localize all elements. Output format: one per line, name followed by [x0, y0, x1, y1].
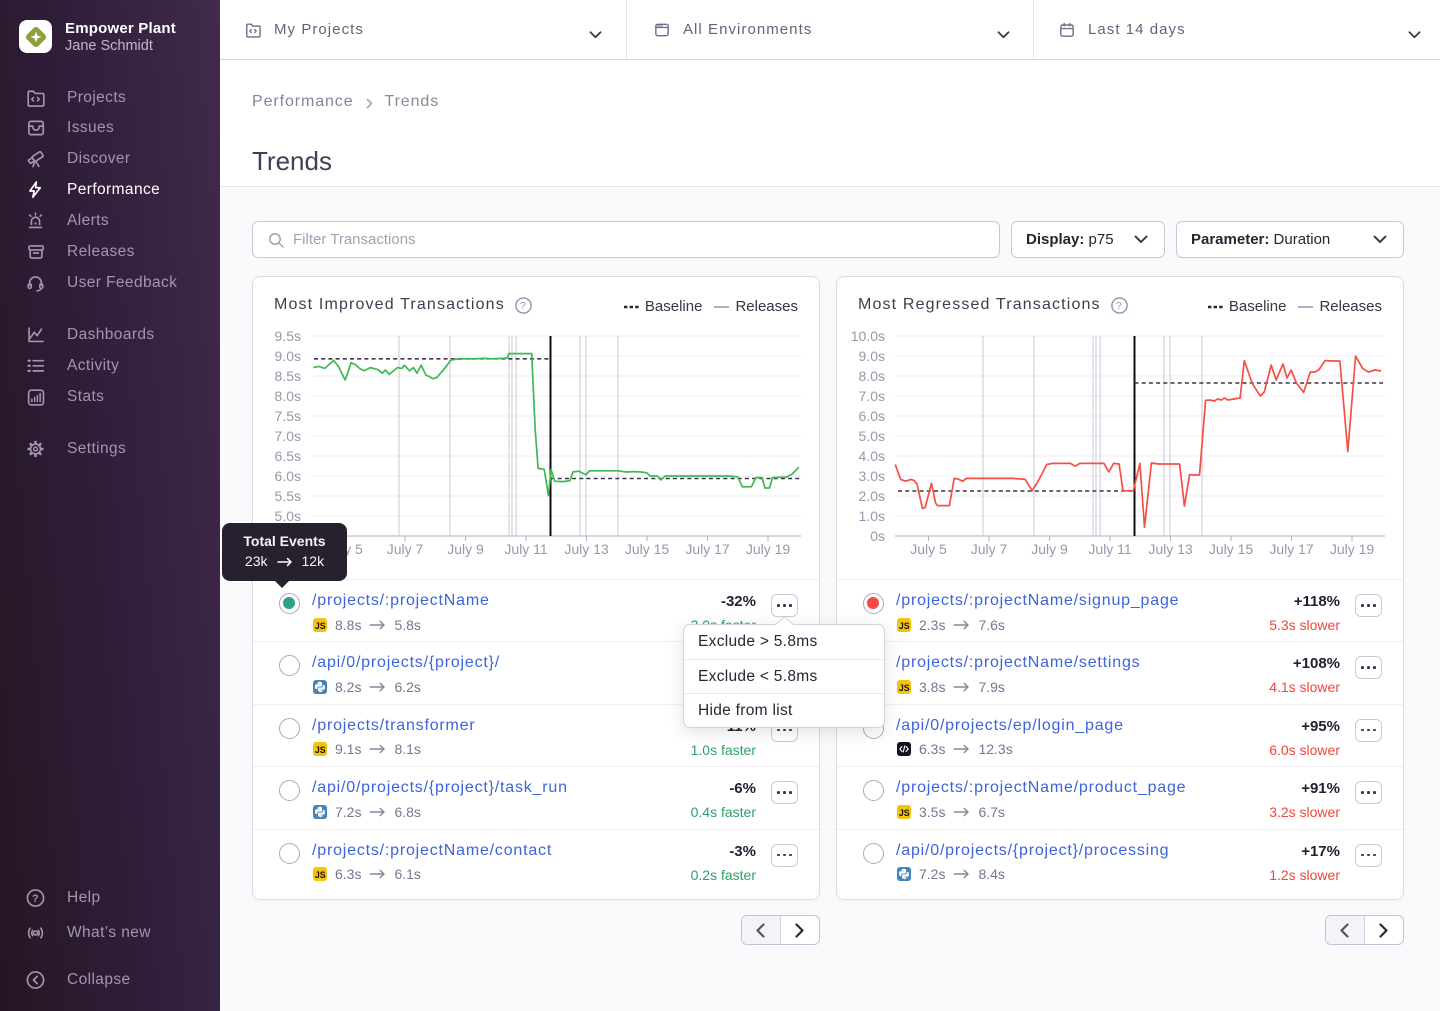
svg-text:?: ? — [32, 893, 39, 905]
svg-text:9.0s: 9.0s — [859, 348, 885, 364]
svg-text:July 7: July 7 — [971, 541, 1008, 557]
svg-text:July 5: July 5 — [910, 541, 947, 557]
svg-text:10.0s: 10.0s — [851, 328, 885, 344]
svg-text:7.0s: 7.0s — [859, 388, 885, 404]
svg-text:JS: JS — [899, 683, 910, 693]
svg-text:5.0s: 5.0s — [859, 428, 885, 444]
svg-text:JS: JS — [899, 620, 910, 630]
svg-text:?: ? — [520, 300, 527, 312]
svg-text:July 19: July 19 — [746, 541, 791, 557]
svg-text:8.0s: 8.0s — [275, 388, 301, 404]
svg-text:JS: JS — [899, 807, 910, 817]
svg-text:July 17: July 17 — [1269, 541, 1314, 557]
svg-text:5.5s: 5.5s — [275, 488, 301, 504]
svg-text:July 13: July 13 — [564, 541, 609, 557]
svg-text:July 15: July 15 — [625, 541, 670, 557]
svg-text:7.5s: 7.5s — [275, 408, 301, 424]
svg-text:3.0s: 3.0s — [859, 468, 885, 484]
svg-text:9.5s: 9.5s — [275, 328, 301, 344]
svg-text:July 7: July 7 — [387, 541, 424, 557]
svg-text:5.0s: 5.0s — [275, 508, 301, 524]
svg-text:6.0s: 6.0s — [275, 468, 301, 484]
svg-text:7.0s: 7.0s — [275, 428, 301, 444]
svg-text:July 9: July 9 — [447, 541, 484, 557]
svg-text:July 9: July 9 — [1031, 541, 1068, 557]
svg-text:July 11: July 11 — [504, 541, 548, 557]
svg-text:2.0s: 2.0s — [859, 488, 885, 504]
svg-text:JS: JS — [315, 870, 326, 880]
svg-text:6.5s: 6.5s — [275, 448, 301, 464]
svg-text:July 11: July 11 — [1088, 541, 1132, 557]
svg-text:1.0s: 1.0s — [859, 508, 885, 524]
svg-text:July 15: July 15 — [1209, 541, 1254, 557]
svg-text:4.0s: 4.0s — [859, 448, 885, 464]
svg-text:?: ? — [1116, 300, 1123, 312]
svg-text:JS: JS — [315, 620, 326, 630]
svg-text:8.5s: 8.5s — [275, 368, 301, 384]
svg-text:0s: 0s — [870, 528, 885, 544]
svg-text:6.0s: 6.0s — [859, 408, 885, 424]
svg-text:JS: JS — [315, 745, 326, 755]
svg-text:July 13: July 13 — [1148, 541, 1193, 557]
svg-text:July 19: July 19 — [1330, 541, 1375, 557]
svg-text:July 17: July 17 — [685, 541, 730, 557]
svg-text:8.0s: 8.0s — [859, 368, 885, 384]
svg-text:9.0s: 9.0s — [275, 348, 301, 364]
